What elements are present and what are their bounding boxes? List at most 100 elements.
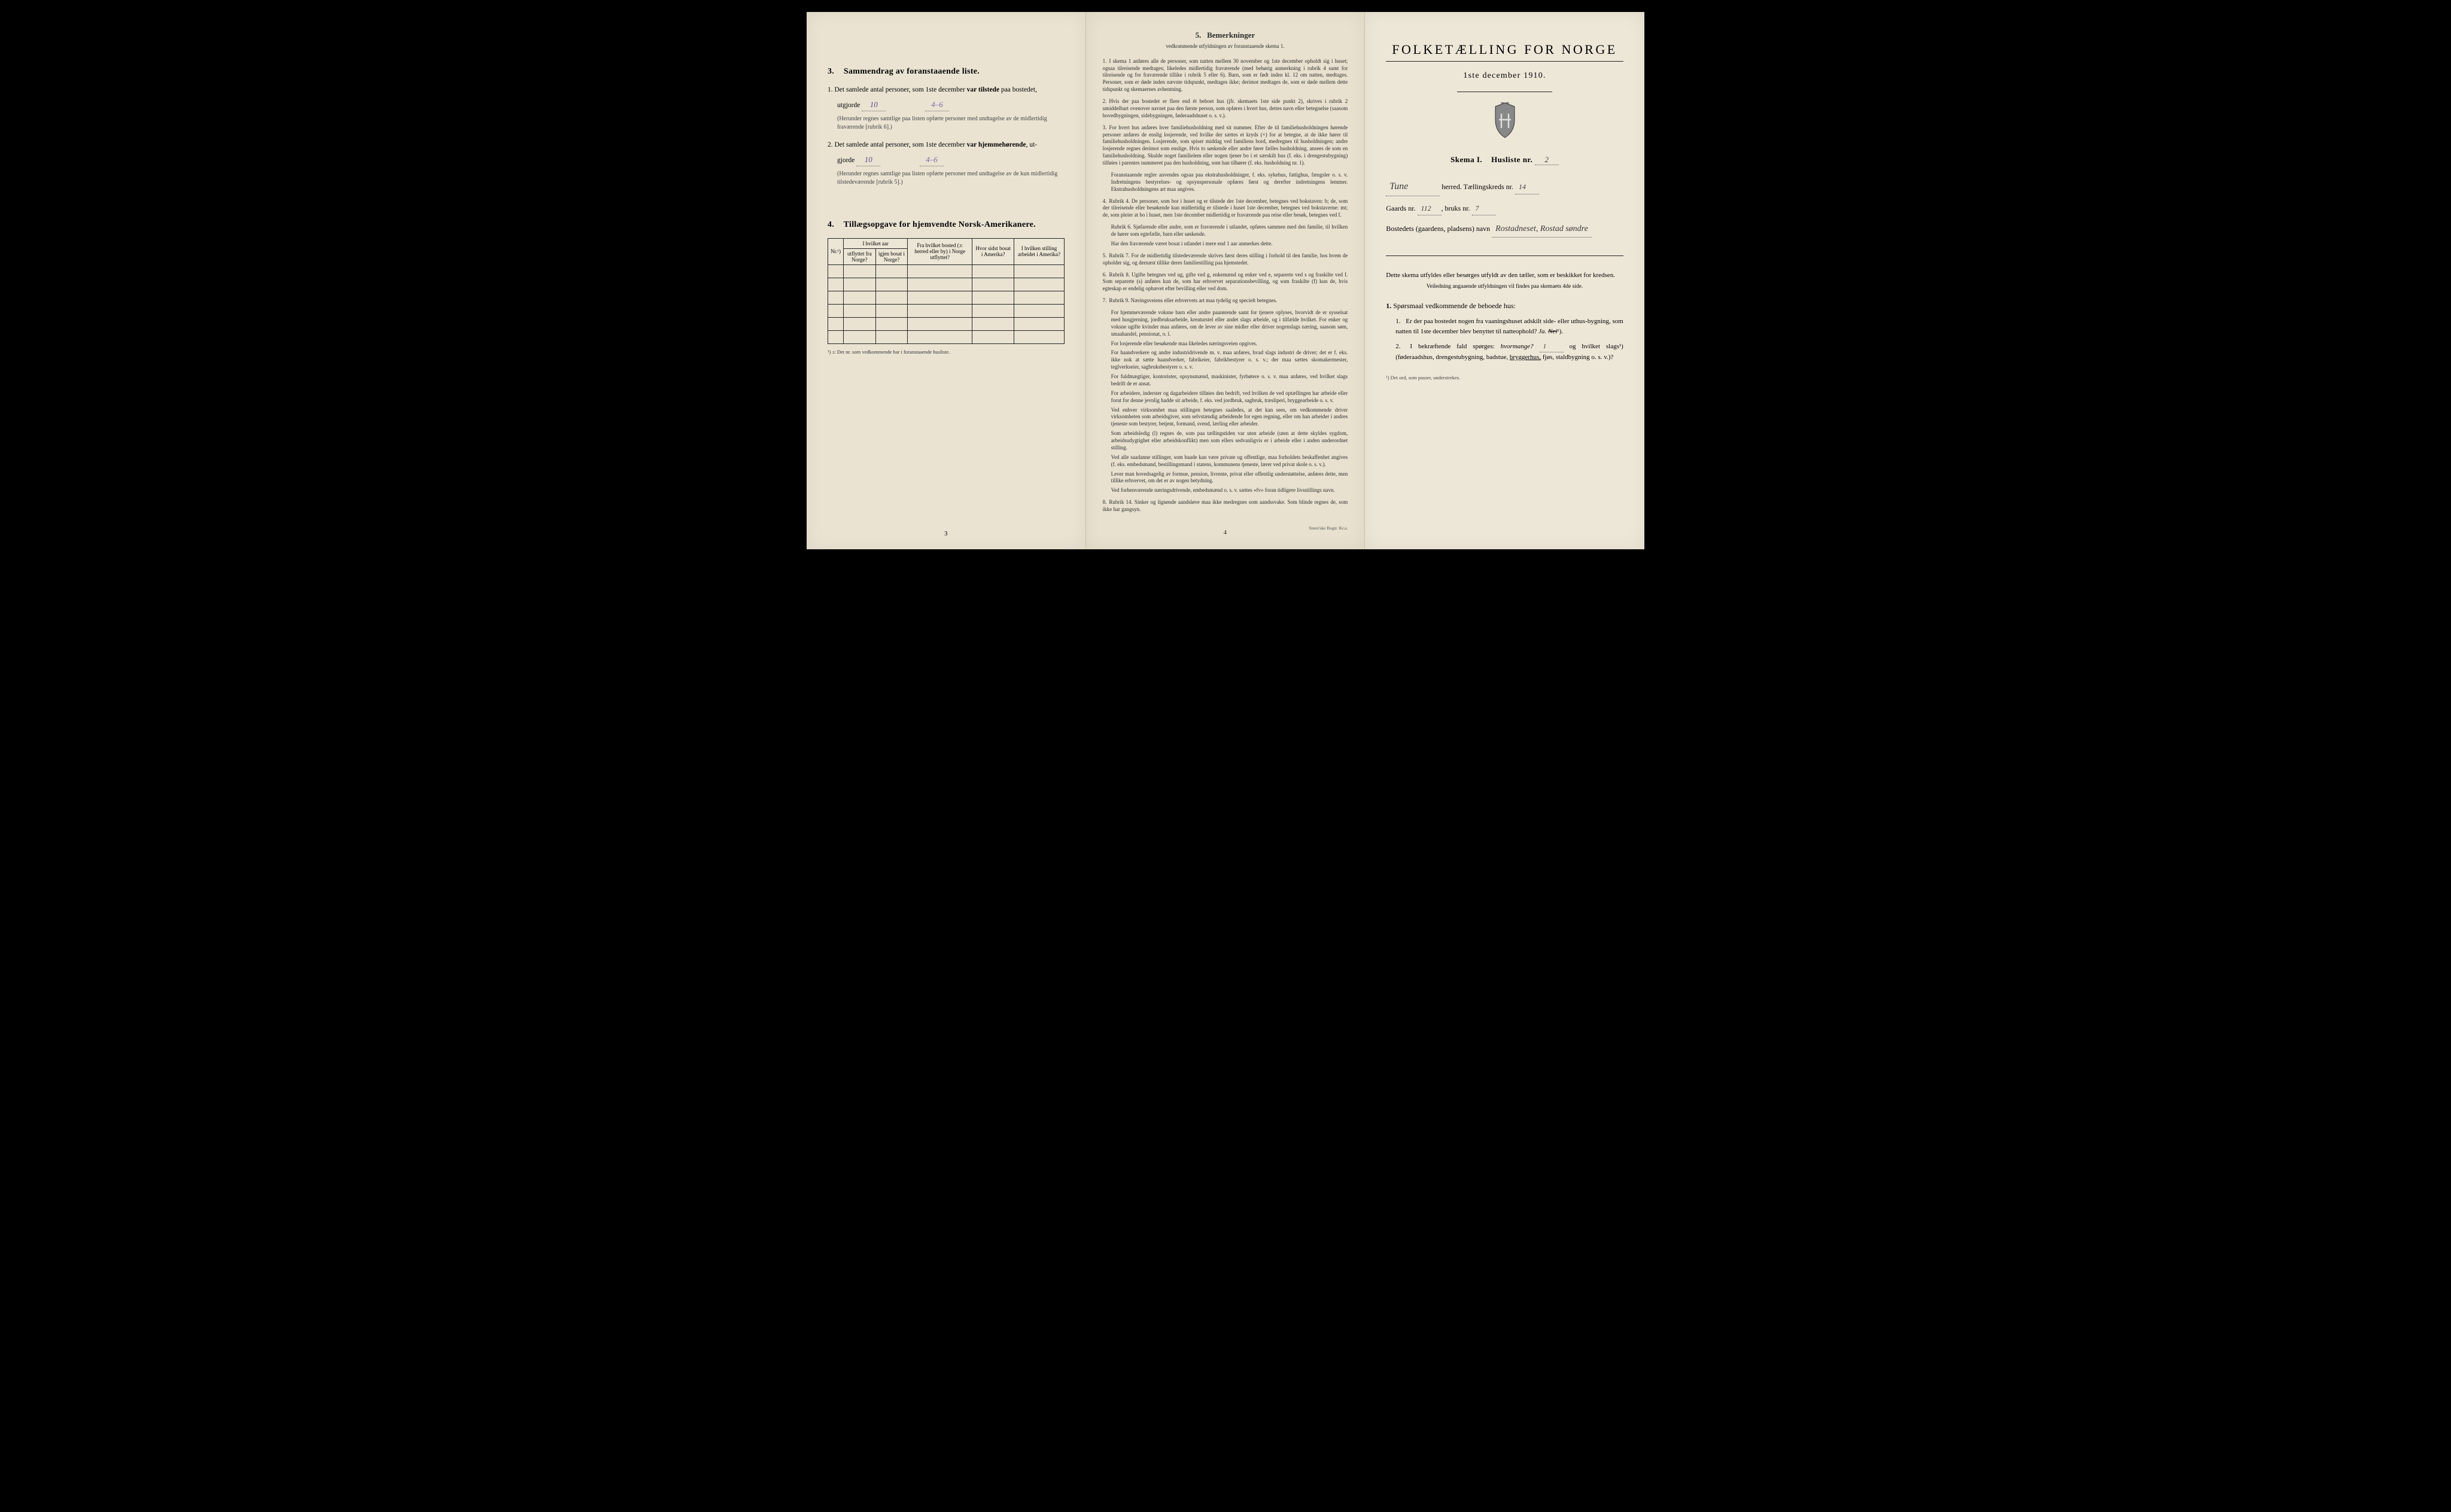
rule-mid	[1386, 255, 1623, 256]
husliste-label: Husliste nr.	[1491, 155, 1532, 164]
remark-4-suba: Rubrik 6. Sjøfarende eller andre, som er…	[1111, 224, 1348, 238]
herred-value: Tune	[1386, 178, 1440, 196]
table-cell	[1014, 317, 1064, 330]
table-cell	[843, 317, 875, 330]
skema-label: Skema I.	[1450, 155, 1482, 164]
paren-note-2: (Herunder regnes samtlige paa listen opf…	[837, 170, 1065, 187]
page-cover: FOLKETÆLLING FOR NORGE 1ste december 191…	[1365, 12, 1644, 549]
table-cell	[875, 304, 908, 317]
section-3-title-text: Sammendrag av foranstaaende liste.	[844, 67, 980, 76]
item-2-value-line: gjorde 10 4–6	[837, 154, 1065, 166]
remark-4-text: Rubrik 4. De personer, som bor i huset o…	[1103, 198, 1348, 218]
remark-7-subg: Som arbeidsledig (l) regnes de, som paa …	[1111, 430, 1348, 452]
gaard-label: Gaards nr.	[1386, 204, 1415, 212]
remark-7-subh: Ved alle saadanne stillinger, som baade …	[1111, 454, 1348, 468]
remark-7-subi: Lever man hovedsagelig av formue, pensio…	[1111, 471, 1348, 485]
table-cell	[843, 278, 875, 291]
table-footnote: ¹) ɔ: Det nr. som vedkommende har i fora…	[828, 349, 1065, 355]
item-2-bold: var hjemmehørende	[967, 141, 1026, 148]
remark-5: 5.Rubrik 7. For de midlertidig tilstedev…	[1103, 252, 1348, 267]
table-cell	[972, 291, 1014, 304]
table-cell	[828, 317, 844, 330]
th-stilling: I hvilken stilling arbeidet i Amerika?	[1014, 238, 1064, 264]
herred-line: Tune herred. Tællingskreds nr. 14	[1386, 178, 1623, 196]
remark-6-text: Rubrik 8. Ugifte betegnes ved ug, gifte …	[1103, 272, 1348, 292]
kreds-nr: 14	[1515, 181, 1539, 194]
coat-of-arms	[1386, 102, 1623, 143]
th-sidst: Hvor sidst bosat i Amerika?	[972, 238, 1014, 264]
table-cell	[875, 291, 908, 304]
q-head-num: 1.	[1386, 302, 1391, 310]
husliste-nr: 2	[1535, 155, 1559, 165]
table-cell	[843, 264, 875, 278]
table-cell	[972, 264, 1014, 278]
document-spread: 3. Sammendrag av foranstaaende liste. 1.…	[807, 12, 1644, 549]
section-5-subtitle: vedkommende utfyldningen av foranstaaend…	[1103, 42, 1348, 50]
remark-7-subj: Ved forhenværende næringsdrivende, embed…	[1111, 487, 1348, 494]
section-5-num: 5.	[1196, 31, 1202, 39]
remark-4-subb: Har den fraværende været bosat i utlande…	[1111, 241, 1348, 248]
remark-8-text: Rubrik 14. Sinker og lignende aandsløve …	[1103, 499, 1348, 512]
bosted-line: Bostedets (gaardens, pladsens) navn Rost…	[1386, 221, 1623, 237]
table-row	[828, 278, 1065, 291]
remark-7-sube: For arbeidere, inderster og dagarbeidere…	[1111, 390, 1348, 404]
bruks-nr: 7	[1472, 202, 1496, 216]
rule-top	[1386, 61, 1623, 62]
section-4-num: 4.	[828, 220, 834, 229]
remark-7-text: Rubrik 9. Næringsveiens eller erhvervets…	[1109, 297, 1277, 303]
table-cell	[908, 317, 972, 330]
footnote-right: ¹) Det ord, som passer, understrekes.	[1386, 375, 1623, 381]
table-cell	[972, 317, 1014, 330]
th-aar-group: I hvilket aar	[843, 238, 907, 248]
gaard-nr: 112	[1418, 202, 1442, 216]
q1-nei: Nei	[1548, 328, 1557, 335]
th-igjen: igjen bosat i Norge?	[875, 248, 908, 264]
table-cell	[908, 304, 972, 317]
item-1-bold: var tilstede	[967, 86, 999, 93]
amerikanere-table-wrap: Nr.¹) I hvilket aar Fra hvilket bosted (…	[828, 238, 1065, 355]
gaard-line: Gaards nr. 112, bruks nr. 7	[1386, 202, 1623, 216]
table-cell	[828, 264, 844, 278]
table-cell	[1014, 330, 1064, 343]
table-row	[828, 304, 1065, 317]
q1-sup: ¹).	[1557, 328, 1563, 335]
section-4-title: 4. Tillægsopgave for hjemvendte Norsk-Am…	[828, 220, 1065, 230]
th-bosted: Fra hvilket bosted (ɔ: herred eller by) …	[908, 238, 972, 264]
herred-label: herred. Tællingskreds nr.	[1442, 182, 1513, 191]
item-1: 1. Det samlede antal personer, som 1ste …	[828, 85, 1065, 95]
q2-underline: bryggerhus,	[1510, 354, 1541, 361]
remark-7-subd: For fuldmægtiger, kontorister, opsynsmæn…	[1111, 373, 1348, 388]
question-head: 1. Spørsmaal vedkommende de beboede hus:	[1386, 302, 1623, 311]
section-3-title: 3. Sammendrag av foranstaaende liste.	[828, 67, 1065, 77]
table-cell	[908, 330, 972, 343]
value-2b: 4–6	[920, 154, 944, 166]
value-2: 10	[856, 154, 880, 166]
instruct-text: Dette skema utfyldes eller besørges utfy…	[1386, 270, 1623, 281]
table-cell	[875, 330, 908, 343]
paren-note-1: (Herunder regnes samtlige paa listen opf…	[837, 115, 1065, 132]
table-row	[828, 330, 1065, 343]
skema-line: Skema I. Husliste nr. 2	[1386, 155, 1623, 165]
remark-5-text: Rubrik 7. For de midlertidig tilstedevær…	[1103, 252, 1348, 266]
table-cell	[843, 291, 875, 304]
item-2-suffix: , ut-	[1026, 141, 1038, 148]
table-cell	[972, 278, 1014, 291]
table-row	[828, 291, 1065, 304]
remark-7-subb: For losjerende eller besøkende maa likel…	[1111, 340, 1348, 348]
remark-6: 6.Rubrik 8. Ugifte betegnes ved ug, gift…	[1103, 272, 1348, 293]
remark-1: 1.I skema 1 anføres alle de personer, so…	[1103, 58, 1348, 93]
census-title: FOLKETÆLLING FOR NORGE	[1386, 42, 1623, 57]
question-1: 1. Er der paa bostedet nogen fra vaaning…	[1395, 317, 1623, 337]
remark-7-suba: For hjemmeværende voksne barn eller andr…	[1111, 309, 1348, 338]
section-5-title-text: Bemerkninger	[1207, 31, 1255, 39]
item-1-prefix: 1. Det samlede antal personer, som 1ste …	[828, 86, 965, 93]
remark-7-subf: Ved enhver virksomhet maa stillingen bet…	[1111, 407, 1348, 428]
q2-text-a: I bekræftende fald spørges:	[1410, 343, 1494, 350]
table-cell	[908, 291, 972, 304]
item-1-suffix: paa bostedet,	[1001, 86, 1037, 93]
table-cell	[972, 304, 1014, 317]
item-2: 2. Det samlede antal personer, som 1ste …	[828, 140, 1065, 150]
page-num-3: 3	[944, 530, 948, 537]
table-cell	[828, 330, 844, 343]
amerikanere-tbody	[828, 264, 1065, 343]
